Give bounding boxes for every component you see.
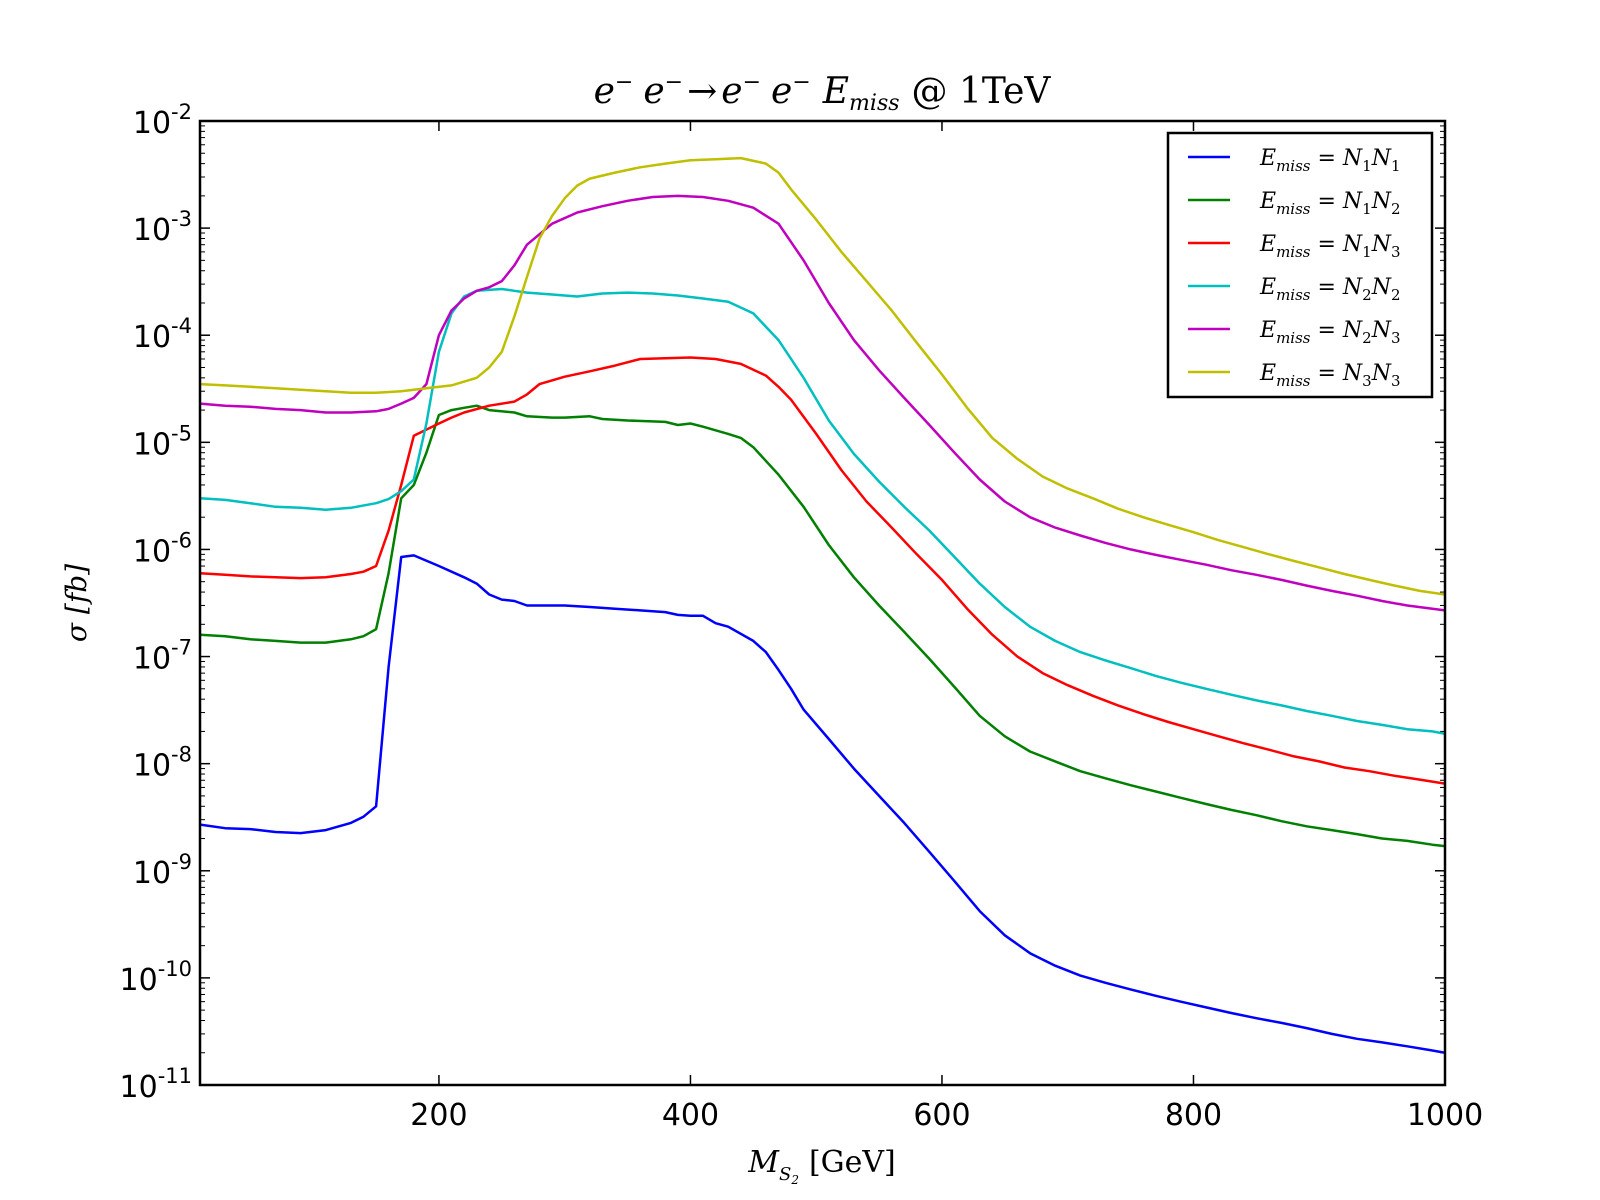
x-axis-label: MS2 [GeV] (747, 1145, 896, 1187)
series-line-4 (200, 287, 1445, 736)
y-tick-label: 10-11 (120, 1064, 193, 1105)
legend-label: Emiss = N2N3 (1259, 318, 1401, 347)
y-axis-label: σ [fb] (60, 564, 93, 642)
x-tick-label: 800 (1165, 1098, 1222, 1133)
series-line-5 (200, 194, 1445, 612)
ticks-layer: 200 400 600 800 1000 10-2 10-3 10-4 10-5 10-6 10-7… (120, 100, 1484, 1133)
legend-label: Emiss = N2N2 (1259, 275, 1401, 304)
y-tick-label: 10-6 (133, 528, 192, 569)
y-tick-label: 10-9 (133, 850, 192, 891)
legend-label: Emiss = N1N2 (1259, 189, 1401, 218)
y-tick-label: 10-2 (133, 100, 192, 141)
series-line-2 (200, 404, 1445, 848)
chart-title: e− e− → e− e− Emiss @ 1TeV (594, 70, 1052, 116)
y-tick-label: 10-10 (120, 957, 193, 998)
legend-label: Emiss = N1N3 (1259, 232, 1401, 261)
legend-label: Emiss = N1N1 (1259, 146, 1401, 175)
legend: Emiss = N1N1 Emiss = N1N2 Emiss = N1N3 Emis… (1166, 131, 1434, 399)
y-tick-label: 10-8 (133, 743, 192, 784)
plot-frame (198, 119, 1447, 1087)
y-tick-label: 10-5 (133, 421, 192, 462)
series-layer (200, 156, 1445, 1055)
y-tick-label: 10-7 (133, 636, 192, 677)
series-line-1 (200, 554, 1445, 1055)
series-line-6 (200, 156, 1445, 596)
legend-label: Emiss = N3N3 (1259, 361, 1401, 390)
x-tick-label: 400 (662, 1098, 719, 1133)
series-line-3 (200, 356, 1445, 785)
y-tick-label: 10-3 (133, 207, 192, 248)
legend-box (1166, 131, 1434, 399)
x-tick-label: 1000 (1407, 1098, 1483, 1133)
x-tick-label: 600 (913, 1098, 970, 1133)
y-tick-label: 10-4 (133, 314, 192, 355)
x-tick-label: 200 (410, 1098, 467, 1133)
